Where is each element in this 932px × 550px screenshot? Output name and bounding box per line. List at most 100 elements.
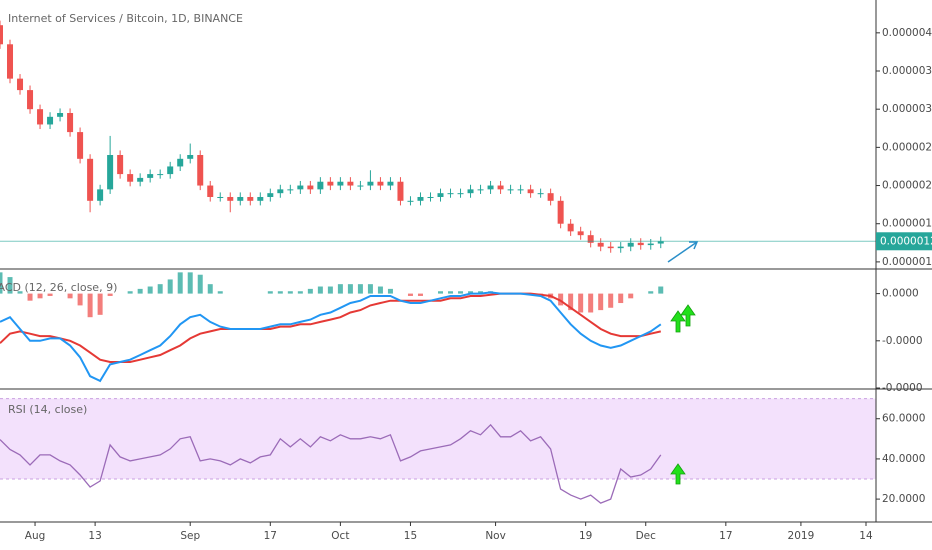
candle-body bbox=[27, 90, 34, 110]
y-tick-label: -0.0000 bbox=[882, 335, 923, 347]
histogram-bar bbox=[598, 293, 604, 311]
candle-body bbox=[417, 196, 424, 201]
histogram-bar bbox=[207, 284, 213, 294]
x-tick-label: 17 bbox=[719, 530, 732, 542]
candle-body bbox=[437, 193, 444, 197]
candle-body bbox=[267, 193, 274, 197]
candle-body bbox=[137, 177, 144, 182]
signal-line bbox=[0, 292, 662, 363]
candle-body bbox=[527, 189, 534, 194]
histogram-bar bbox=[478, 291, 484, 294]
candle-body bbox=[327, 181, 334, 186]
candle-body bbox=[157, 174, 164, 176]
x-tick-label: 17 bbox=[264, 530, 277, 542]
histogram-bar bbox=[197, 274, 203, 294]
histogram-bar bbox=[317, 286, 323, 294]
y-tick-label: 0.00000250 bbox=[882, 141, 932, 153]
histogram-bar bbox=[217, 291, 223, 294]
y-tick-label: 60.0000 bbox=[882, 413, 925, 425]
candle-body bbox=[467, 189, 474, 194]
trend-arrow bbox=[667, 241, 699, 263]
x-tick-label: Nov bbox=[485, 530, 506, 542]
histogram-bar bbox=[648, 291, 654, 294]
histogram-bar bbox=[157, 284, 163, 294]
candle-body bbox=[127, 174, 134, 182]
rsi-band bbox=[0, 398, 876, 480]
candle-body bbox=[7, 44, 14, 79]
histogram-bar bbox=[568, 293, 574, 311]
candle-body bbox=[567, 223, 574, 232]
candle-body bbox=[517, 189, 524, 191]
histogram-bar bbox=[458, 291, 464, 294]
histogram-bar bbox=[17, 291, 23, 294]
histogram-bar bbox=[407, 293, 413, 296]
y-tick-label: 0.00000300 bbox=[882, 103, 932, 115]
histogram-bar bbox=[47, 293, 53, 296]
histogram-bar bbox=[377, 286, 383, 294]
histogram-bar bbox=[417, 293, 423, 296]
candle-body bbox=[607, 246, 614, 249]
histogram-bar bbox=[468, 291, 474, 294]
y-tick-label: 0.00000400 bbox=[882, 27, 932, 39]
histogram-bar bbox=[658, 286, 664, 294]
candle-body bbox=[477, 189, 484, 191]
y-tick-label: 0.0000 bbox=[882, 288, 919, 300]
histogram-bar bbox=[277, 291, 283, 294]
candle-body bbox=[617, 246, 624, 249]
histogram-bar bbox=[67, 293, 73, 299]
histogram-bar bbox=[357, 284, 363, 294]
candle-body bbox=[597, 242, 604, 247]
histogram-bar bbox=[167, 279, 173, 294]
histogram-bar bbox=[337, 284, 343, 294]
x-tick-label: Oct bbox=[331, 530, 349, 542]
y-tick-label: 0.00000100 bbox=[882, 256, 932, 268]
x-tick-label: Sep bbox=[180, 530, 200, 542]
histogram-bar bbox=[438, 291, 444, 294]
candle-body bbox=[497, 185, 504, 190]
candle-body bbox=[657, 241, 664, 244]
candle-body bbox=[427, 196, 434, 198]
candle-body bbox=[587, 235, 594, 243]
candle-body bbox=[237, 196, 244, 201]
candle-body bbox=[67, 113, 74, 133]
rsi-label: RSI (14, close) bbox=[8, 403, 87, 416]
histogram-bar bbox=[558, 293, 564, 306]
candle-body bbox=[167, 166, 174, 175]
chart-title: Internet of Services / Bitcoin, 1D, BINA… bbox=[8, 12, 243, 25]
candle-body bbox=[317, 181, 324, 190]
rsi-line bbox=[0, 423, 662, 504]
histogram-bar bbox=[127, 291, 133, 294]
histogram-bar bbox=[137, 288, 143, 294]
histogram-bar bbox=[77, 293, 83, 306]
histogram-bar bbox=[618, 293, 624, 304]
candle-body bbox=[117, 154, 124, 175]
histogram-bar bbox=[27, 293, 33, 301]
candle-body bbox=[537, 193, 544, 195]
histogram-bar bbox=[0, 272, 3, 294]
candle-body bbox=[387, 181, 394, 186]
candle-body bbox=[457, 193, 464, 195]
histogram-bar bbox=[448, 291, 454, 294]
histogram-bar bbox=[37, 293, 43, 299]
x-tick-label: 19 bbox=[579, 530, 592, 542]
candle-body bbox=[367, 181, 374, 186]
histogram-bar bbox=[307, 288, 313, 294]
histogram-bar bbox=[187, 272, 193, 294]
candle-body bbox=[547, 193, 554, 201]
last-price-box bbox=[876, 232, 932, 251]
candle-body bbox=[97, 189, 104, 201]
candle-body bbox=[297, 185, 304, 190]
candle-body bbox=[147, 174, 154, 178]
y-tick-label: 0.00000200 bbox=[882, 180, 932, 192]
candle-body bbox=[407, 200, 414, 202]
histogram-bar bbox=[7, 277, 13, 294]
histogram-bar bbox=[327, 286, 333, 294]
histogram-bar bbox=[608, 293, 614, 308]
candle-body bbox=[217, 196, 224, 198]
candle-body bbox=[247, 196, 254, 201]
candle-body bbox=[277, 189, 284, 194]
up-arrows bbox=[670, 304, 696, 485]
x-tick-label: 14 bbox=[859, 530, 873, 542]
y-tick-label: 0.00000350 bbox=[882, 65, 932, 77]
